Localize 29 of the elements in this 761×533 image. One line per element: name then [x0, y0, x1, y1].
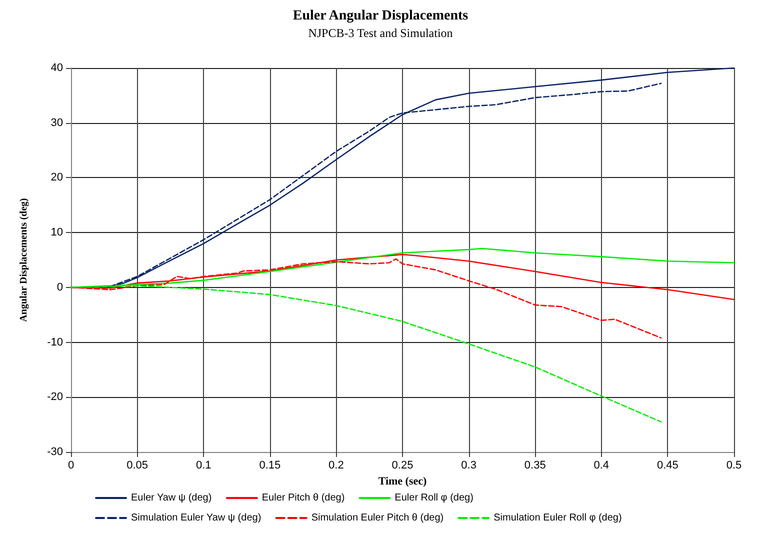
- x-tick-label: 0.1: [196, 460, 212, 472]
- legend-label: Simulation Euler Pitch θ (deg): [311, 512, 444, 524]
- x-tick-label: 0.25: [392, 460, 414, 472]
- x-tick-label: 0.3: [461, 460, 476, 472]
- x-tick-label: 0: [68, 460, 74, 472]
- x-tick-label: 0.05: [126, 460, 148, 472]
- legend-label: Simulation Euler Roll φ (deg): [494, 512, 622, 524]
- y-tick-label: -10: [47, 336, 63, 348]
- y-tick-label: 20: [50, 172, 63, 184]
- x-tick-label: 0.45: [656, 460, 678, 472]
- y-tick-label: -20: [47, 391, 63, 404]
- y-tick-label: 40: [50, 62, 63, 74]
- x-tick-label: 0.5: [726, 460, 742, 472]
- y-tick-label: 30: [50, 116, 63, 129]
- chart-title: Euler Angular Displacements: [292, 8, 469, 24]
- legend-label: Simulation Euler Yaw ψ (deg): [131, 512, 262, 524]
- x-tick-label: 0.15: [259, 460, 281, 472]
- x-tick-label: 0.35: [524, 460, 546, 472]
- y-tick-label: -30: [47, 446, 63, 458]
- y-axis-title: Angular Displacements (deg): [18, 198, 30, 322]
- x-tick-label: 0.4: [594, 460, 610, 472]
- x-tick-label: 0.2: [328, 460, 344, 472]
- chart-subtitle: NJPCB-3 Test and Simulation: [308, 26, 453, 40]
- y-tick-label: 0: [56, 281, 63, 294]
- y-tick-label: 10: [50, 226, 63, 239]
- x-axis-title: Time (sec): [378, 476, 428, 488]
- legend-label: Euler Yaw ψ (deg): [131, 492, 212, 504]
- legend-label: Euler Pitch θ (deg): [262, 492, 345, 504]
- legend-label: Euler Roll φ (deg): [394, 492, 474, 504]
